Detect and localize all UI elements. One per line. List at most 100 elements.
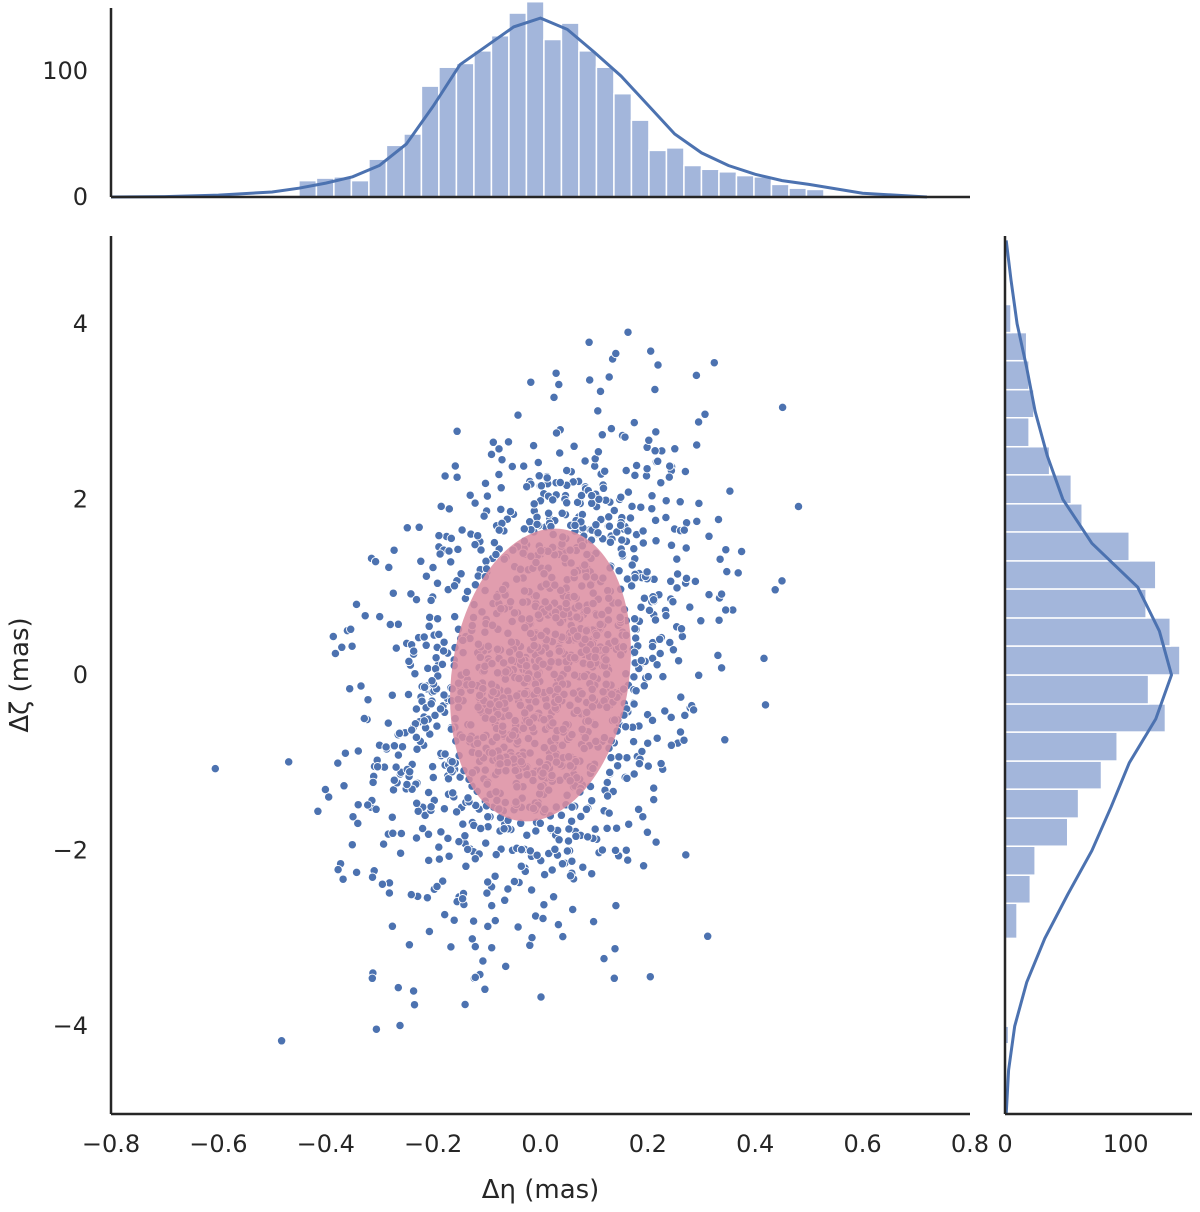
- scatter-point: [623, 327, 633, 337]
- scatter-point: [652, 660, 662, 670]
- scatter-point: [449, 581, 460, 591]
- x-tick-label: −0.4: [297, 1130, 355, 1158]
- scatter-point: [480, 478, 491, 489]
- scatter-point: [658, 671, 668, 682]
- scatter-point: [443, 833, 453, 844]
- scatter-point: [666, 540, 677, 550]
- scatter-point: [425, 729, 435, 739]
- scatter-point: [457, 894, 468, 904]
- scatter-point: [328, 631, 338, 642]
- scatter-point: [759, 653, 769, 664]
- scatter-point: [642, 827, 653, 837]
- scatter-point: [668, 597, 678, 607]
- scatter-point: [688, 705, 699, 715]
- scatter-point: [375, 611, 385, 622]
- scatter-point: [536, 481, 547, 491]
- scatter-point: [371, 804, 381, 814]
- scatter-point: [513, 922, 523, 932]
- scatter-point: [470, 941, 480, 952]
- scatter-point: [576, 490, 587, 501]
- scatter-point: [636, 655, 646, 666]
- scatter-point: [210, 763, 220, 774]
- scatter-point: [463, 844, 473, 855]
- scatter-point: [527, 932, 537, 943]
- right-kde-curve: [1004, 240, 1174, 1115]
- scatter-point: [447, 757, 457, 767]
- scatter-point: [591, 520, 601, 530]
- scatter-point: [359, 713, 369, 724]
- scatter-point: [526, 885, 537, 895]
- scatter-point: [519, 461, 529, 471]
- scatter-point: [672, 554, 682, 564]
- scatter-point: [432, 881, 442, 892]
- scatter-point: [676, 692, 686, 702]
- scatter-point: [451, 807, 462, 817]
- scatter-point: [668, 645, 679, 655]
- scatter-point: [631, 686, 641, 696]
- scatter-point: [604, 521, 615, 531]
- scatter-point: [548, 495, 558, 505]
- scatter-point: [454, 836, 464, 847]
- axes: −0.8 −0.6 −0.4 −0.2 0.0 0.2 0.4 0.6 0.8 4 2 0 −2 −4 0 1…: [42, 8, 1192, 1158]
- top-histogram-bar: [595, 66, 615, 198]
- scatter-point: [549, 392, 559, 403]
- scatter-point: [338, 874, 348, 884]
- top-histogram-bar: [473, 50, 493, 198]
- scatter-point: [622, 773, 632, 784]
- scatter-point: [436, 827, 446, 837]
- scatter-point: [584, 337, 594, 347]
- x-tick-label: 0.2: [629, 1130, 667, 1158]
- scatter-point: [650, 446, 660, 456]
- scatter-point: [649, 794, 659, 805]
- scatter-point: [416, 556, 426, 566]
- scatter-point: [402, 779, 412, 790]
- scatter-point: [367, 973, 377, 983]
- scatter-point: [422, 893, 433, 903]
- scatter-point: [716, 663, 727, 673]
- scatter-point: [276, 1036, 287, 1046]
- scatter-point: [562, 846, 573, 856]
- scatter-point: [404, 940, 415, 950]
- y-tick-label: −2: [53, 837, 88, 865]
- scatter-point: [630, 614, 640, 624]
- scatter-point: [497, 455, 507, 465]
- scatter-point: [525, 846, 536, 856]
- scatter-point: [617, 535, 627, 545]
- scatter-point: [490, 871, 500, 881]
- x-tick-label: 0.0: [521, 1130, 559, 1158]
- scatter-point: [353, 818, 363, 829]
- scatter-point: [770, 585, 780, 595]
- scatter-point: [760, 700, 771, 710]
- scatter-point: [435, 704, 446, 714]
- scatter-point: [419, 632, 429, 642]
- scatter-point: [672, 583, 682, 593]
- scatter-point: [621, 845, 631, 855]
- top-kde-curve: [110, 16, 928, 199]
- scatter-point: [623, 487, 634, 497]
- scatter-point: [605, 767, 615, 778]
- scatter-point: [456, 569, 466, 579]
- scatter-point: [513, 410, 523, 420]
- scatter-point: [594, 494, 604, 504]
- scatter-point: [377, 879, 388, 889]
- scatter-point: [489, 537, 500, 548]
- scatter-point: [444, 546, 454, 556]
- scatter-point: [423, 663, 433, 674]
- top-histogram-bar: [543, 38, 563, 198]
- scatter-point: [529, 499, 539, 509]
- scatter-point: [483, 877, 493, 887]
- scatter-point: [636, 602, 646, 612]
- scatter-point: [585, 375, 595, 385]
- x-tick-label: −0.8: [82, 1130, 140, 1158]
- scatter-point: [438, 876, 448, 886]
- top-histogram-bar: [560, 22, 580, 198]
- scatter-point: [673, 656, 684, 666]
- scatter-point: [424, 855, 434, 866]
- scatter-point: [395, 1020, 405, 1031]
- scatter-point: [438, 646, 449, 656]
- scatter-plot: [210, 327, 804, 1046]
- scatter-point: [440, 471, 450, 481]
- scatter-point: [371, 1024, 382, 1034]
- scatter-point: [509, 876, 520, 887]
- right-histogram-bar: [1004, 817, 1069, 847]
